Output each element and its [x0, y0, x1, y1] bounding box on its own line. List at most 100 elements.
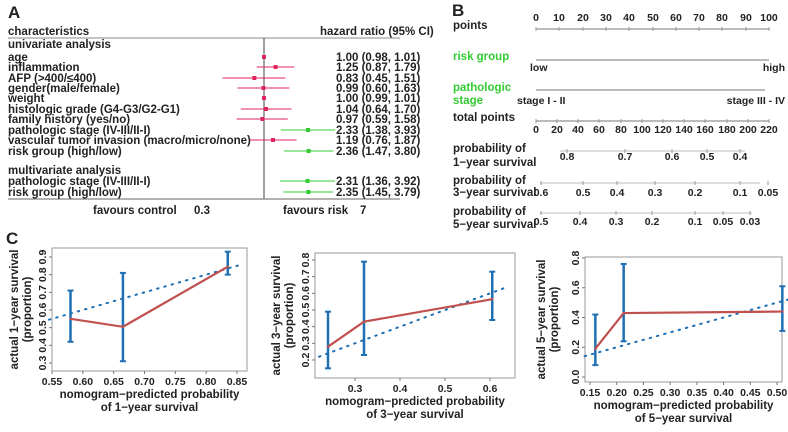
y-tick-label: 0.5 — [37, 320, 49, 335]
scale-tick-label: 0.4 — [733, 151, 748, 163]
row-label: age — [8, 52, 28, 64]
y-tick-label: 0.4 — [37, 338, 49, 353]
column-header-characteristics: characteristics — [8, 26, 89, 38]
row-label: risk group (high/low) — [8, 146, 122, 158]
x-tick-label: 0.6 — [483, 383, 498, 395]
panel-label-a: A — [8, 3, 20, 22]
scale-tick-label: 0.8 — [560, 151, 575, 163]
calibration-point — [781, 310, 784, 313]
scale-tick-label: 0.5 — [700, 151, 715, 163]
x-tick-label: 0.20 — [606, 387, 627, 399]
scale-tick-label: high — [763, 62, 785, 74]
row-label: histologic grade (G4-G3/G2-G1) — [8, 104, 180, 116]
x-axis-label: of 3−year survival — [366, 409, 464, 421]
hazard-ratio-value: 1.19 (0.76, 1.87) — [336, 135, 421, 147]
y-axis-label: actual 3−year survival — [271, 256, 283, 376]
y-tick-label: 0.7 — [37, 285, 49, 300]
scale-tick-label: 0.1 — [733, 187, 748, 199]
y-axis-label: (proportion) — [284, 282, 296, 348]
y-axis-label: (proportion) — [22, 276, 34, 342]
y-axis-label: actual 5−year survival — [536, 260, 548, 380]
y-tick-label: 0.8 — [570, 251, 582, 266]
scale-tick-label: 80 — [716, 12, 728, 24]
scale-label: 1−year survival — [453, 157, 536, 169]
hazard-ratio-value: 1.25 (0.87, 1.79) — [336, 62, 421, 74]
ideal-reference-line — [583, 298, 788, 358]
x-tick-label: 0.85 — [227, 376, 248, 388]
scale-tick-label: 60 — [593, 124, 605, 136]
observed-calibration-line — [70, 265, 229, 328]
hazard-ratio-point — [273, 65, 278, 69]
hazard-ratio-point — [306, 149, 311, 153]
scale-tick-label: 70 — [693, 12, 705, 24]
hazard-ratio-point — [305, 128, 310, 132]
hazard-ratio-point — [261, 86, 266, 90]
ideal-reference-line — [318, 285, 509, 358]
x-tick-label: 0.25 — [633, 387, 654, 399]
column-header-hazard-ratio: hazard ratio (95% CI) — [320, 26, 434, 38]
x-tick-label: 0.40 — [713, 387, 734, 399]
calibration-point — [594, 347, 597, 350]
y-tick-label: 0.5 — [300, 303, 312, 318]
calibration-point — [491, 297, 494, 301]
y-axis-label: actual 1−year survival — [9, 250, 21, 370]
x-axis-label: nomogram−predicted probability — [60, 389, 240, 401]
scale-tick-label: 10 — [553, 12, 565, 24]
scale-tick-label: 100 — [760, 12, 778, 24]
x-axis-label: of 5−year survival — [635, 413, 733, 425]
calibration-point — [326, 345, 330, 348]
calibration-plot-3: 0.15 0.20 0.25 0.30 0.35 0.40 0.45 0.50 0.0 0.2 0.… — [536, 251, 788, 425]
hazard-ratio-point — [305, 179, 310, 183]
scale-tick-label: 180 — [718, 124, 736, 136]
scale-label: 5−year survival — [453, 219, 536, 231]
section-title: univariate analysis — [8, 39, 111, 51]
scale-tick-label: 40 — [623, 12, 635, 24]
row-label: vascular tumor invasion (macro/micro/non… — [8, 135, 251, 147]
scale-tick-label: 220 — [760, 124, 778, 136]
y-axis-label: (proportion) — [549, 286, 561, 352]
scale-label: probability of — [453, 143, 526, 155]
scale-tick-label: 20 — [551, 124, 563, 136]
section-title: multivariate analysis — [8, 165, 121, 177]
y-tick-label: 0.6 — [37, 303, 49, 318]
scale-tick-label: 0.4 — [610, 187, 625, 199]
row-label: family history (yes/no) — [8, 114, 130, 126]
hazard-ratio-value: 1.04 (0.64, 1.70) — [336, 104, 421, 116]
hazard-ratio-point — [262, 55, 266, 59]
y-tick-label: 0.0 — [570, 370, 582, 385]
x-axis-label: nomogram−predicted probability — [594, 400, 774, 412]
calibration-plot-1: 0.55 0.60 0.65 0.70 0.75 0.80 0.85 0.3 0.4 0.5 0.6… — [9, 247, 248, 414]
hazard-ratio-point — [260, 117, 265, 121]
x-axis-label: of 1−year survival — [101, 402, 199, 414]
y-tick-label: 0.4 — [300, 319, 312, 334]
scale-tick-label: 160 — [696, 124, 714, 136]
x-tick-label: 0.35 — [687, 387, 708, 399]
scale-tick-label: 20 — [577, 12, 589, 24]
y-tick-label: 0.4 — [570, 310, 582, 325]
axis-tick-high: 7 — [360, 205, 366, 217]
scale-label: probability of — [453, 206, 526, 218]
x-tick-label: 0.3 — [348, 383, 363, 395]
scale-tick-label: 0.2 — [645, 216, 660, 228]
x-tick-label: 0.70 — [134, 376, 155, 388]
x-tick-label: 0.5 — [438, 383, 453, 395]
hazard-ratio-point — [252, 76, 257, 80]
row-label: gender(male/female) — [8, 83, 120, 95]
calibration-point — [69, 317, 72, 321]
favours-control-label: favours control — [93, 205, 177, 217]
scale-label: stage — [453, 95, 483, 107]
scale-tick-label: 50 — [647, 12, 659, 24]
row-label: inflammation — [8, 62, 80, 74]
y-tick-label: 0.3 — [37, 356, 49, 371]
calibration-point — [226, 265, 229, 268]
calibration-plots: 0.55 0.60 0.65 0.70 0.75 0.80 0.850.30.40.50.6… — [9, 247, 788, 425]
axis-tick-low: 0.3 — [194, 205, 210, 217]
scale-tick-label: 0.05 — [713, 216, 734, 228]
scale-tick-label: 0.6 — [665, 151, 680, 163]
y-tick-label: 0.6 — [570, 280, 582, 295]
y-tick-label: 0.2 — [300, 353, 312, 368]
x-tick-label: 0.55 — [42, 376, 63, 388]
x-tick-label: 0.45 — [740, 387, 761, 399]
scale-tick-label: 0.7 — [618, 151, 633, 163]
